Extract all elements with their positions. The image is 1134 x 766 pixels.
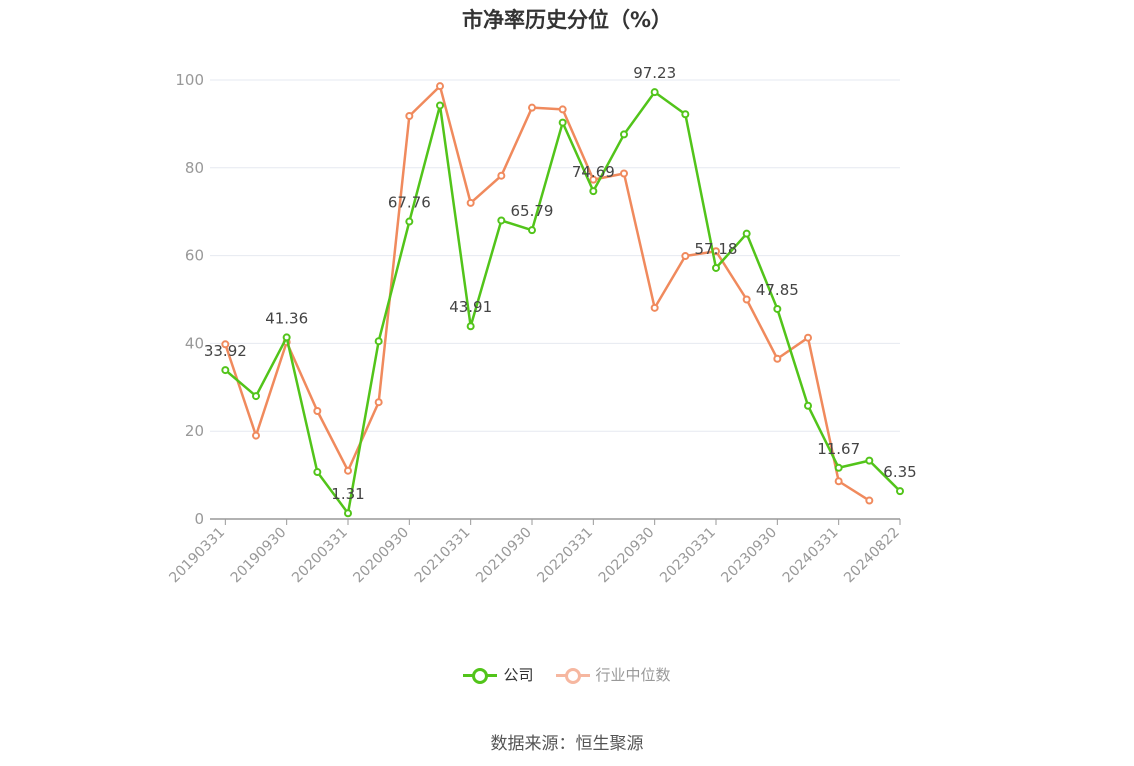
data-point: [742, 229, 751, 238]
chart-title: 市净率历史分位（%）: [461, 8, 673, 32]
y-tick-label: 20: [185, 422, 204, 440]
data-point: [742, 295, 751, 304]
data-point: [374, 337, 383, 346]
data-point: [221, 366, 230, 375]
data-point: [620, 130, 628, 139]
x-tick-label: 20220331: [534, 525, 596, 587]
data-label: 33.92: [204, 342, 247, 360]
data-point: [865, 496, 874, 505]
data-point: [374, 398, 383, 407]
data-point: [896, 487, 904, 496]
data-label: 57.18: [695, 240, 738, 258]
x-tick-label: 20240331: [780, 525, 842, 587]
x-tick-label: 20230930: [718, 525, 780, 587]
data-point: [804, 401, 812, 410]
data-point: [282, 333, 291, 342]
data-point: [681, 252, 690, 261]
y-tick-label: 100: [175, 71, 204, 89]
y-tick-label: 40: [185, 334, 204, 352]
data-point: [497, 216, 506, 225]
data-label: 41.36: [265, 309, 308, 327]
data-point: [466, 322, 475, 331]
data-point: [681, 110, 690, 119]
x-tick-label: 20190331: [166, 525, 228, 587]
data-label: 6.35: [883, 463, 916, 481]
data-point: [313, 468, 322, 477]
x-tick-label: 20190930: [228, 525, 290, 587]
series-lines: [221, 82, 904, 518]
data-point: [650, 88, 659, 97]
data-label: 11.67: [817, 440, 860, 458]
data-label: 67.76: [388, 194, 431, 212]
y-tick-label: 0: [194, 510, 204, 528]
legend-label: 行业中位数: [595, 666, 671, 684]
data-point: [221, 340, 230, 349]
data-point: [773, 354, 782, 363]
y-tick-label: 60: [185, 247, 204, 265]
data-label: 1.31: [331, 485, 364, 503]
data-point: [405, 217, 414, 226]
legend: 公司 行业中位数: [0, 664, 1134, 685]
x-tick-label: 20210331: [412, 525, 474, 587]
legend-item-company[interactable]: 公司: [463, 664, 534, 685]
data-labels: 33.92 41.36 1.31 67.76 43.91 65.79 74.69 97.23 5…: [204, 64, 917, 503]
x-tick-label: 20210930: [473, 525, 535, 587]
data-point: [436, 101, 444, 110]
axes: 0 20 40 60 80 100 20190331 20190930 20200331 2020…: [166, 71, 902, 586]
y-tick-label: 80: [185, 159, 204, 177]
data-point: [834, 463, 843, 472]
data-point: [865, 456, 874, 465]
series-line-行业中位数: [224, 84, 870, 502]
data-point: [620, 169, 628, 178]
legend-line-icon: [555, 667, 590, 684]
data-point: [497, 171, 506, 180]
data-point: [436, 82, 444, 91]
data-point: [252, 392, 260, 401]
data-point: [804, 333, 812, 342]
data-point: [528, 103, 536, 112]
data-point: [344, 509, 352, 518]
series-line-公司: [224, 90, 901, 515]
data-point: [650, 303, 659, 312]
data-point: [313, 407, 322, 416]
x-tick-label: 20200930: [350, 525, 412, 587]
grid-lines: [210, 79, 900, 432]
data-point: [405, 111, 414, 120]
data-label: 43.91: [449, 298, 492, 316]
x-tick-label: 20220930: [596, 525, 658, 587]
data-point: [558, 105, 567, 114]
data-point: [344, 466, 352, 475]
data-point: [528, 226, 536, 235]
data-point: [773, 304, 782, 313]
data-label: 47.85: [756, 281, 799, 299]
data-label: 65.79: [511, 202, 554, 220]
x-tick-label: 20230331: [657, 525, 719, 587]
data-point: [589, 187, 598, 196]
data-point: [834, 477, 843, 486]
data-point: [589, 175, 598, 184]
legend-label: 公司: [503, 666, 534, 684]
data-point: [712, 263, 720, 272]
data-point: [558, 118, 567, 127]
data-label: 74.69: [572, 163, 615, 181]
data-label: 97.23: [633, 64, 676, 82]
legend-line-icon: [463, 667, 498, 684]
x-tick-label: 20240822: [841, 525, 903, 587]
legend-item-industry-median[interactable]: 行业中位数: [555, 664, 671, 685]
data-point: [466, 198, 475, 207]
x-tick-label: 20200331: [289, 525, 351, 587]
data-point: [252, 431, 260, 440]
source-note: 数据来源：恒生聚源: [490, 734, 644, 754]
